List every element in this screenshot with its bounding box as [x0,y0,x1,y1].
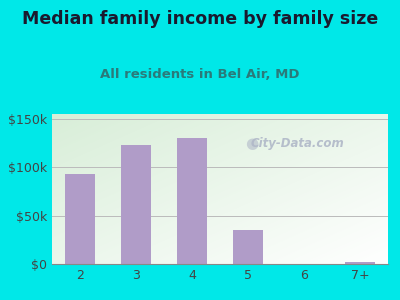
Bar [233,230,264,264]
Bar [344,262,375,264]
Bar [121,145,151,264]
Bar [64,174,96,264]
Text: City-Data.com: City-Data.com [250,137,344,151]
Text: ●: ● [245,136,258,152]
Bar [177,138,208,264]
Text: Median family income by family size: Median family income by family size [22,11,378,28]
Text: All residents in Bel Air, MD: All residents in Bel Air, MD [100,68,300,80]
